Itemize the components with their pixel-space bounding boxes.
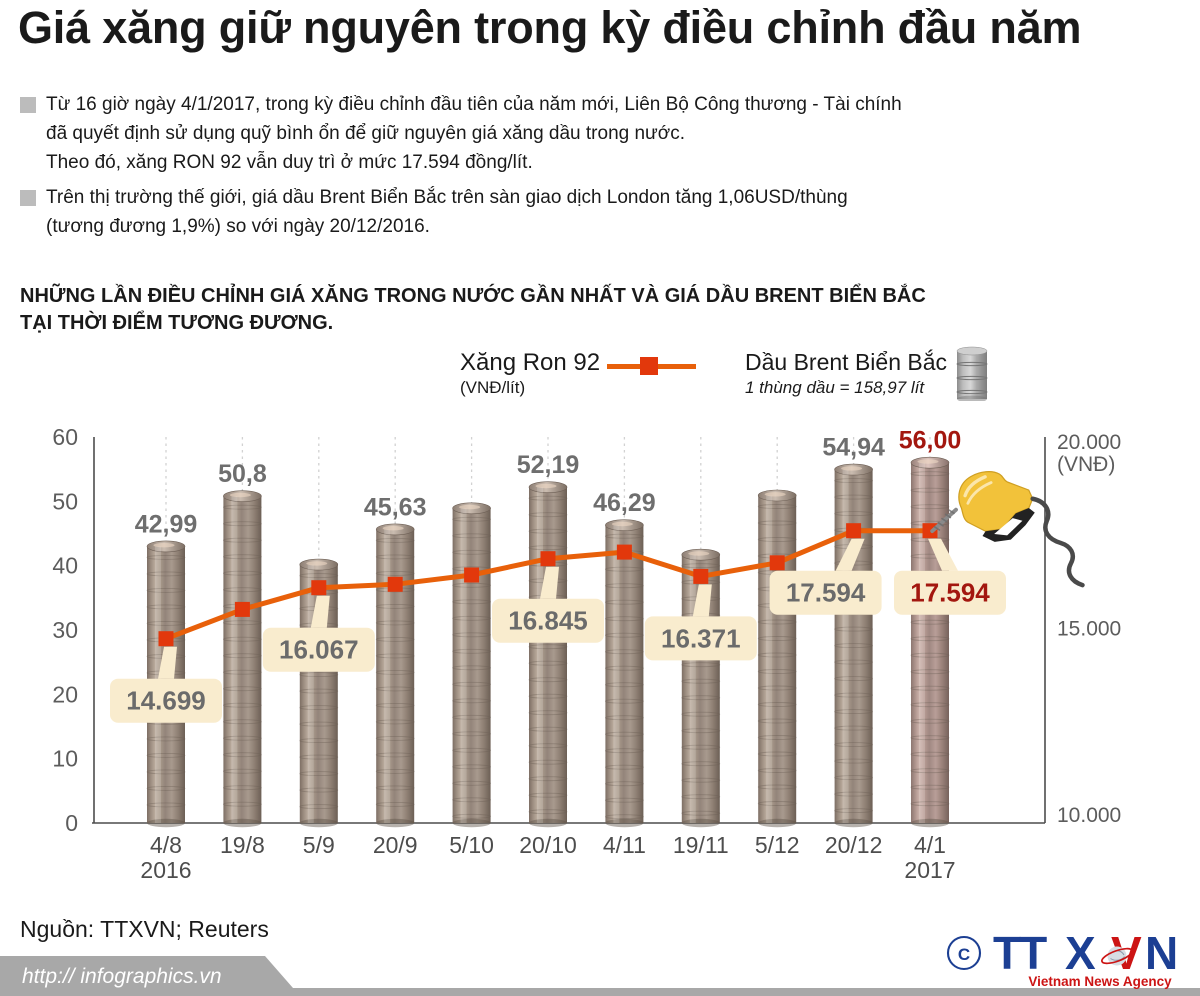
- svg-text:0: 0: [65, 810, 78, 836]
- svg-text:4/11: 4/11: [603, 832, 646, 858]
- svg-text:10.000: 10.000: [1057, 804, 1121, 827]
- svg-text:20.000: 20.000: [1057, 431, 1121, 454]
- svg-text:52,19: 52,19: [517, 451, 580, 479]
- svg-text:16.845: 16.845: [508, 606, 588, 636]
- svg-text:16.067: 16.067: [279, 635, 359, 665]
- svg-text:2017: 2017: [904, 857, 955, 883]
- svg-text:19/8: 19/8: [220, 832, 265, 858]
- svg-text:60: 60: [52, 424, 78, 450]
- svg-text:20: 20: [52, 681, 78, 707]
- svg-text:(VNĐ): (VNĐ): [1057, 453, 1115, 476]
- svg-text:20/12: 20/12: [825, 832, 883, 858]
- svg-text:30: 30: [52, 617, 78, 643]
- svg-text:N: N: [1145, 927, 1178, 979]
- svg-text:X: X: [1065, 927, 1096, 979]
- svg-text:15.000: 15.000: [1057, 618, 1121, 641]
- svg-text:10: 10: [52, 746, 78, 772]
- svg-text:Vietnam News Agency: Vietnam News Agency: [1028, 974, 1172, 989]
- svg-text:5/9: 5/9: [303, 832, 335, 858]
- svg-text:45,63: 45,63: [364, 493, 427, 521]
- svg-text:C: C: [958, 945, 970, 964]
- svg-text:20/9: 20/9: [373, 832, 418, 858]
- svg-text:5/12: 5/12: [755, 832, 800, 858]
- svg-text:2016: 2016: [140, 857, 191, 883]
- svg-text:17.594: 17.594: [786, 578, 866, 608]
- svg-text:50,8: 50,8: [218, 460, 267, 488]
- svg-text:http:// infographics.vn: http:// infographics.vn: [22, 965, 222, 988]
- svg-text:19/11: 19/11: [673, 832, 729, 858]
- svg-text:46,29: 46,29: [593, 489, 656, 517]
- svg-text:56,00: 56,00: [899, 427, 962, 455]
- svg-text:16.371: 16.371: [661, 623, 741, 653]
- svg-text:50: 50: [52, 488, 78, 514]
- svg-text:17.594: 17.594: [910, 578, 990, 608]
- svg-text:14.699: 14.699: [126, 686, 206, 716]
- svg-text:5/10: 5/10: [449, 832, 494, 858]
- svg-text:40: 40: [52, 553, 78, 579]
- svg-text:4/8: 4/8: [150, 832, 182, 858]
- svg-text:TT: TT: [993, 927, 1047, 979]
- svg-text:4/1: 4/1: [914, 832, 946, 858]
- svg-text:54,94: 54,94: [822, 434, 885, 462]
- svg-text:42,99: 42,99: [135, 510, 198, 538]
- svg-text:20/10: 20/10: [519, 832, 577, 858]
